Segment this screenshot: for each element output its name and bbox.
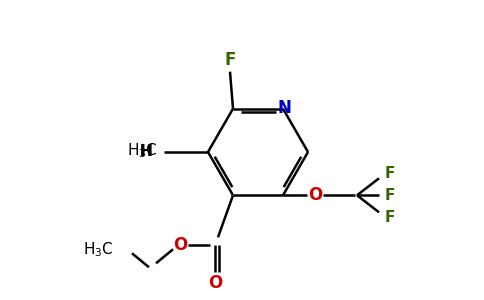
Text: $\mathrm{H_3C}$: $\mathrm{H_3C}$: [127, 142, 158, 160]
Text: F: F: [385, 188, 395, 203]
Text: O: O: [173, 236, 187, 254]
Text: F: F: [385, 210, 395, 225]
Text: F: F: [385, 166, 395, 181]
Text: $\mathrm{H_3C}$: $\mathrm{H_3C}$: [83, 240, 114, 259]
Text: O: O: [208, 274, 222, 292]
Text: H: H: [139, 143, 152, 158]
Text: F: F: [224, 51, 236, 69]
Text: O: O: [308, 186, 322, 204]
Text: N: N: [277, 99, 291, 117]
Text: H: H: [139, 143, 152, 158]
